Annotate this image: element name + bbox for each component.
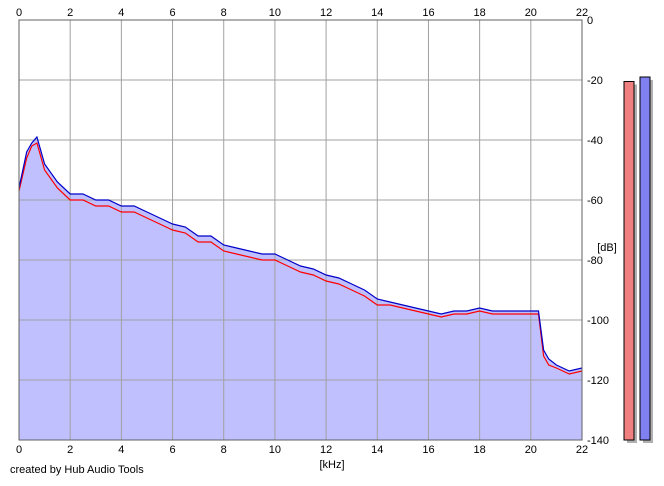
x-tick-label-top: 14	[371, 7, 383, 19]
y-axis-label: [dB]	[597, 242, 617, 254]
x-axis-label: [kHz]	[319, 459, 344, 471]
axes: 002244668810101212141416161818202022220-…	[16, 7, 609, 456]
x-tick-label-bottom: 18	[474, 444, 486, 456]
x-tick-label-bottom: 0	[16, 444, 22, 456]
series-line-1	[18, 142, 583, 375]
y-tick-label: -100	[587, 315, 609, 327]
x-tick-label-top: 20	[525, 7, 537, 19]
y-tick-label: -40	[587, 135, 603, 147]
x-tick-label-bottom: 22	[576, 444, 588, 456]
plot-area	[18, 19, 583, 441]
x-tick-label-top: 22	[576, 7, 588, 19]
x-tick-label-bottom: 20	[525, 444, 537, 456]
y-tick-label: -140	[587, 435, 609, 447]
x-tick-label-bottom: 4	[118, 444, 124, 456]
x-tick-label-top: 2	[67, 7, 73, 19]
x-tick-label-bottom: 14	[371, 444, 383, 456]
y-tick-label: -120	[587, 375, 609, 387]
y-tick-label: 0	[587, 15, 593, 27]
credit-text: created by Hub Audio Tools	[10, 464, 144, 476]
y-tick-label: -20	[587, 75, 603, 87]
x-tick-label-bottom: 10	[269, 444, 281, 456]
x-tick-label-bottom: 16	[422, 444, 434, 456]
x-tick-label-top: 18	[474, 7, 486, 19]
y-tick-label: -80	[587, 255, 603, 267]
level-meter-2	[639, 76, 651, 441]
x-tick-label-top: 12	[320, 7, 332, 19]
x-tick-label-top: 4	[118, 7, 124, 19]
series-line-2	[18, 135, 583, 372]
level-meters	[623, 76, 653, 443]
level-meter-1	[623, 81, 635, 441]
y-tick-label: -60	[587, 195, 603, 207]
x-tick-label-top: 16	[422, 7, 434, 19]
x-tick-label-top: 10	[269, 7, 281, 19]
plot-border	[18, 19, 583, 441]
x-tick-label-bottom: 6	[169, 444, 175, 456]
spectrum-fill	[19, 137, 582, 440]
x-tick-label-bottom: 12	[320, 444, 332, 456]
x-tick-label-bottom: 8	[221, 444, 227, 456]
x-tick-label-top: 8	[221, 7, 227, 19]
x-tick-label-bottom: 2	[67, 444, 73, 456]
x-tick-label-top: 0	[16, 7, 22, 19]
x-tick-label-top: 6	[169, 7, 175, 19]
